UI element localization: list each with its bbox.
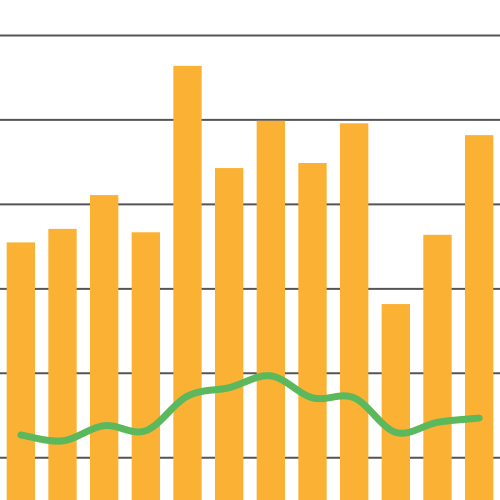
bar xyxy=(256,120,285,500)
line xyxy=(17,372,483,445)
bar xyxy=(340,123,369,500)
bar xyxy=(6,242,36,500)
bar xyxy=(48,228,77,500)
bar xyxy=(90,195,119,500)
bar xyxy=(173,65,202,500)
bar xyxy=(215,168,244,500)
bar xyxy=(131,232,160,500)
bar xyxy=(465,135,494,500)
bar xyxy=(298,163,327,500)
bar xyxy=(381,304,410,500)
bar xyxy=(423,234,452,500)
